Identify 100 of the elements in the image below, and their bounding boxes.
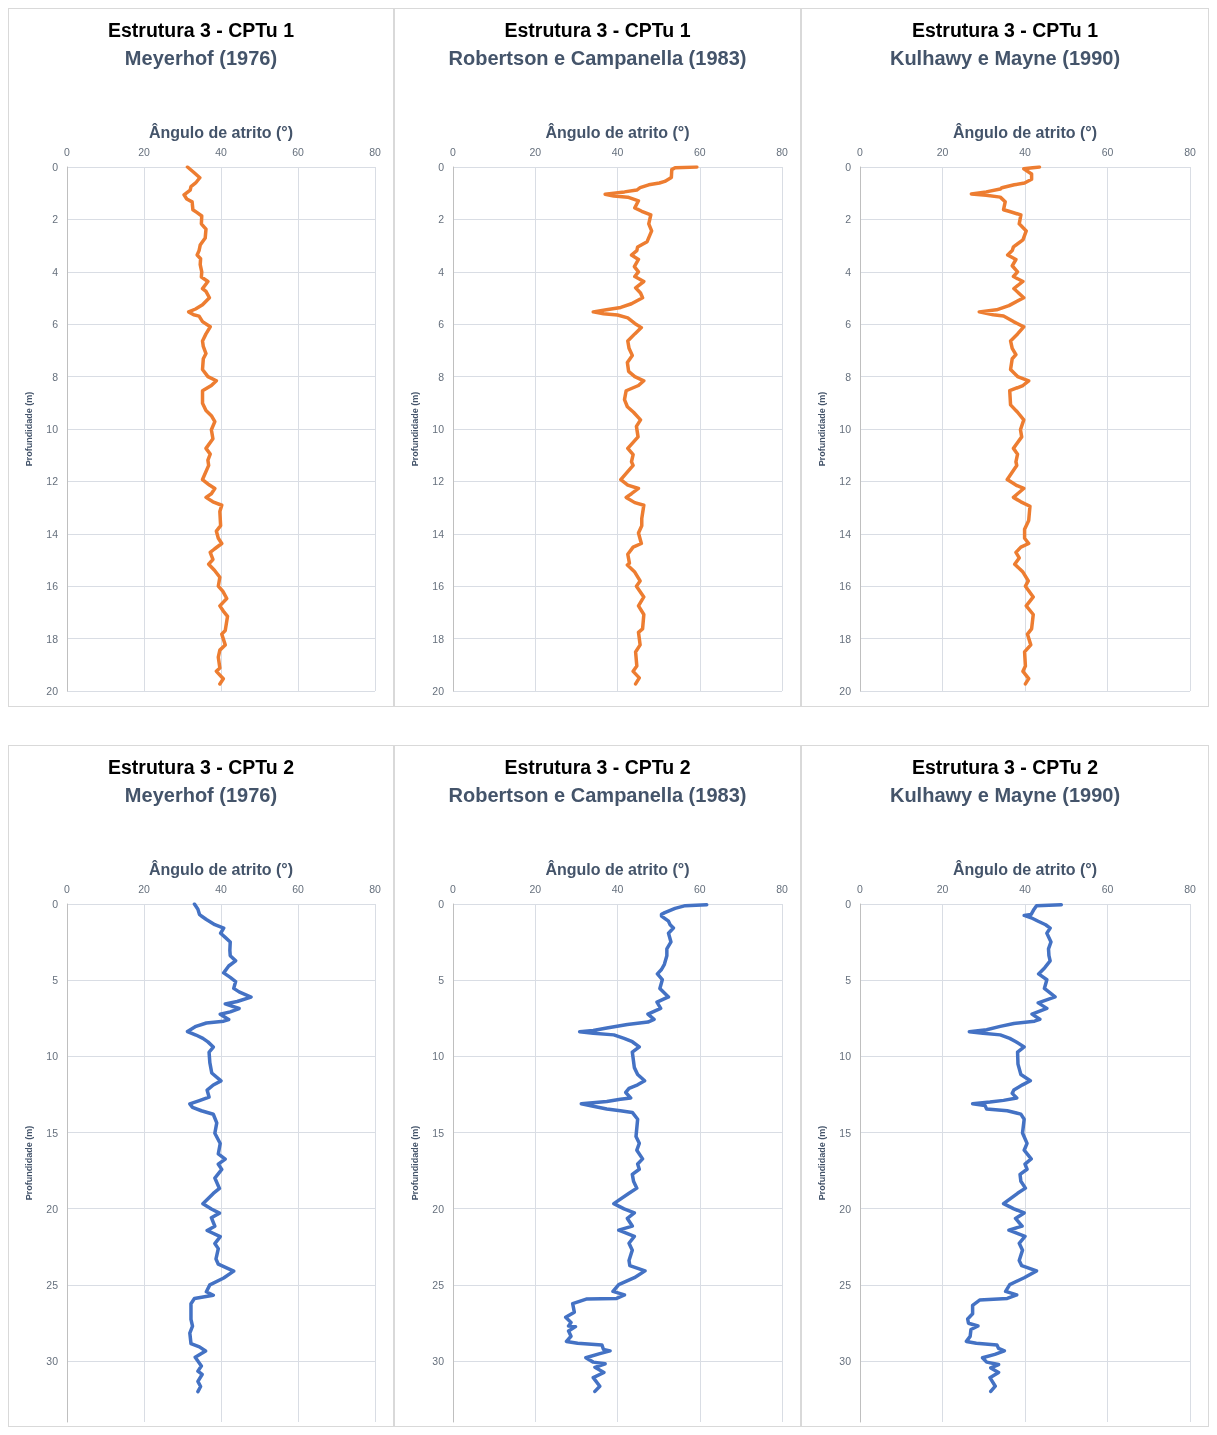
- y-tick-label: 4: [52, 265, 59, 278]
- y-tick-label: 20: [432, 685, 445, 697]
- y-tick-label: 30: [46, 1355, 59, 1368]
- y-axis-title: Profundidade (m): [409, 1125, 420, 1201]
- line-series: [185, 902, 253, 1394]
- line-series: [563, 903, 709, 1394]
- x-axis-title: Ângulo de atrito (°): [952, 859, 1098, 878]
- chart-title: Estrutura 3 - CPTu 1: [504, 19, 691, 41]
- y-tick-label: 10: [839, 1050, 852, 1063]
- chart-subtitle: Kulhawy e Mayne (1990): [889, 784, 1121, 806]
- y-tick-label: 12: [839, 475, 852, 488]
- x-tick-label: 0: [64, 882, 71, 895]
- x-axis-title: Ângulo de atrito (°): [952, 122, 1098, 141]
- y-tick-label: 20: [46, 685, 59, 697]
- x-tick-label: 0: [857, 882, 864, 895]
- y-tick-label: 16: [432, 580, 445, 593]
- y-tick-label: 16: [46, 580, 59, 593]
- line-series: [969, 165, 1042, 686]
- chart-subtitle: Robertson e Campanella (1983): [448, 784, 747, 806]
- y-tick-label: 0: [845, 161, 852, 173]
- y-tick-label: 14: [839, 527, 852, 540]
- y-axis-title: Profundidade (m): [409, 391, 420, 467]
- y-tick-label: 10: [432, 423, 445, 435]
- x-tick-label: 40: [1019, 882, 1031, 895]
- x-tick-label: 60: [1101, 882, 1114, 895]
- y-tick-label: 14: [46, 527, 59, 540]
- x-tick-label: 40: [611, 145, 624, 158]
- y-tick-label: 18: [46, 632, 59, 645]
- y-tick-label: 5: [845, 974, 852, 987]
- x-tick-label: 60: [1101, 145, 1114, 158]
- x-tick-label: 80: [776, 145, 788, 158]
- x-axis-title: Ângulo de atrito (°): [148, 122, 294, 141]
- y-tick-label: 8: [845, 370, 852, 383]
- chart-subtitle: Meyerhof (1976): [124, 784, 278, 806]
- chart-title: Estrutura 3 - CPTu 2: [504, 756, 691, 778]
- x-tick-label: 40: [1019, 145, 1031, 158]
- x-tick-label: 40: [215, 145, 227, 158]
- y-tick-label: 8: [52, 370, 59, 383]
- y-tick-label: 10: [46, 1050, 59, 1063]
- y-tick-label: 0: [52, 161, 59, 173]
- y-tick-label: 18: [432, 632, 445, 645]
- x-tick-label: 20: [936, 882, 949, 895]
- y-tick-label: 10: [432, 1050, 445, 1063]
- line-series: [964, 903, 1064, 1394]
- y-tick-label: 12: [432, 475, 445, 488]
- x-tick-label: 20: [138, 145, 150, 158]
- x-tick-label: 0: [450, 882, 457, 895]
- y-tick-label: 5: [52, 974, 59, 987]
- chart-subtitle: Robertson e Campanella (1983): [448, 47, 747, 69]
- y-axis-title: Profundidade (m): [816, 1125, 827, 1201]
- y-tick-label: 18: [839, 632, 852, 645]
- y-tick-label: 15: [46, 1126, 59, 1139]
- y-tick-label: 10: [46, 423, 59, 435]
- x-axis-title: Ângulo de atrito (°): [148, 859, 294, 878]
- y-tick-label: 2: [438, 213, 445, 226]
- y-tick-label: 15: [432, 1126, 445, 1139]
- chart-subtitle: Kulhawy e Mayne (1990): [889, 47, 1121, 69]
- y-tick-label: 2: [845, 213, 852, 226]
- chart-title: Estrutura 3 - CPTu 2: [911, 756, 1099, 778]
- x-tick-label: 20: [936, 145, 949, 158]
- y-tick-label: 20: [839, 685, 852, 697]
- x-tick-label: 60: [292, 882, 304, 895]
- y-tick-label: 6: [845, 318, 852, 331]
- x-tick-label: 0: [450, 145, 457, 158]
- y-tick-label: 8: [438, 370, 445, 383]
- y-tick-label: 15: [839, 1126, 852, 1139]
- y-tick-label: 2: [52, 213, 59, 226]
- chart-title: Estrutura 3 - CPTu 2: [107, 756, 295, 778]
- line-series: [591, 165, 699, 686]
- x-tick-label: 60: [693, 882, 706, 895]
- y-tick-label: 0: [845, 898, 852, 910]
- x-axis-title: Ângulo de atrito (°): [545, 122, 690, 141]
- x-tick-label: 40: [215, 882, 227, 895]
- x-tick-label: 40: [611, 882, 624, 895]
- y-tick-label: 30: [839, 1355, 852, 1368]
- y-tick-label: 30: [432, 1355, 445, 1368]
- y-tick-label: 0: [438, 161, 445, 173]
- y-tick-label: 20: [839, 1202, 852, 1215]
- x-tick-label: 0: [64, 145, 71, 158]
- y-tick-label: 14: [432, 527, 445, 540]
- y-tick-label: 16: [839, 580, 852, 593]
- x-tick-label: 0: [857, 145, 864, 158]
- x-axis-title: Ângulo de atrito (°): [545, 859, 690, 878]
- y-tick-label: 6: [438, 318, 445, 331]
- y-tick-label: 12: [46, 475, 59, 488]
- y-tick-label: 25: [46, 1278, 59, 1291]
- x-tick-label: 20: [529, 145, 542, 158]
- x-tick-label: 60: [292, 145, 304, 158]
- y-tick-label: 0: [52, 898, 59, 910]
- y-tick-label: 4: [438, 265, 445, 278]
- y-tick-label: 25: [432, 1278, 445, 1291]
- y-tick-label: 25: [839, 1278, 852, 1291]
- y-tick-label: 5: [438, 974, 445, 987]
- y-axis-title: Profundidade (m): [816, 391, 827, 467]
- x-tick-label: 80: [369, 145, 381, 158]
- chart-subtitle: Meyerhof (1976): [124, 47, 278, 69]
- line-series: [182, 165, 230, 686]
- y-tick-label: 20: [432, 1202, 445, 1215]
- x-tick-label: 80: [776, 882, 788, 895]
- x-tick-label: 60: [693, 145, 706, 158]
